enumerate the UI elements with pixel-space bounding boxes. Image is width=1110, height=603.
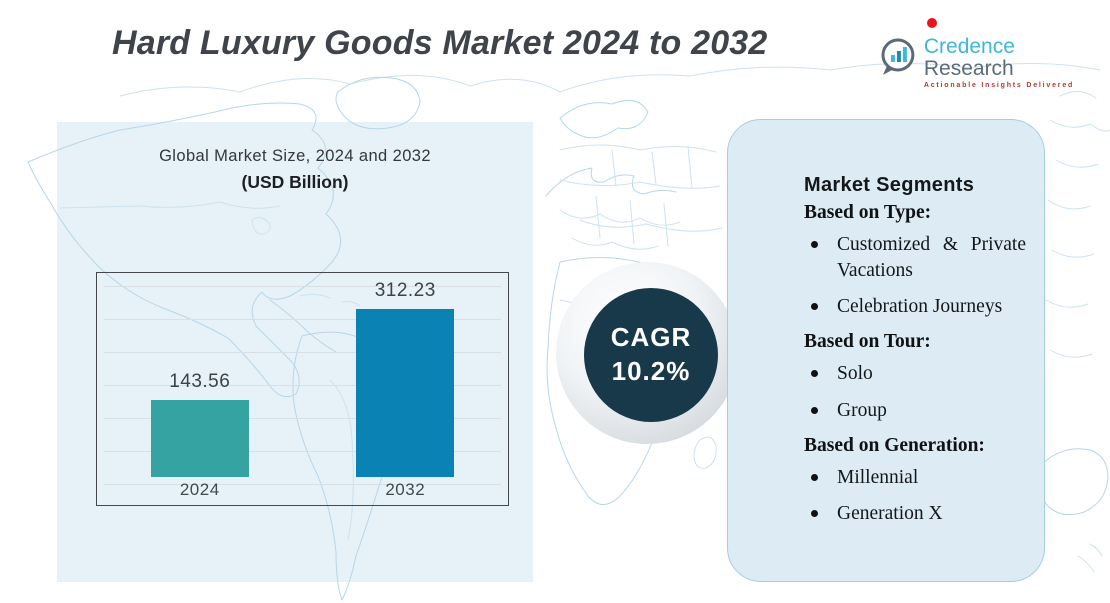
page-title: Hard Luxury Goods Market 2024 to 2032 xyxy=(112,24,768,62)
bullet-icon xyxy=(811,406,818,414)
segment-item-label: Group xyxy=(837,399,887,421)
cagr-badge: CAGR 10.2% xyxy=(584,288,718,422)
bar-chart-bubble-icon xyxy=(881,38,915,75)
segment-item: Generation X xyxy=(804,501,1026,527)
segment-item-label: Millennial xyxy=(837,466,919,488)
segment-list: Solo Group xyxy=(804,361,1026,423)
bullet-icon xyxy=(811,241,818,248)
brand-logo-text: Credence Research Actionable Insights De… xyxy=(923,36,1110,90)
segment-item: Customized & Private Vacations xyxy=(804,232,1026,283)
brand-name-secondary: Research xyxy=(923,57,1014,80)
segment-group-heading: Based on Generation: xyxy=(804,434,985,456)
chart-subtitle: (USD Billion) xyxy=(241,172,349,192)
bar-group-2024: 143.56 xyxy=(97,371,303,477)
segment-item-label: Customized & Private Vacations xyxy=(837,234,1026,281)
brand-tagline: Actionable Insights Delivered xyxy=(923,82,1075,89)
segment-group-heading: Based on Tour: xyxy=(804,331,931,353)
bullet-icon xyxy=(811,370,818,378)
bar-2024 xyxy=(150,400,249,477)
chart-x-axis-labels: 2024 2032 xyxy=(97,480,508,502)
brand-name: Credence Research xyxy=(924,36,1110,80)
segment-group-heading: Based on Type: xyxy=(804,202,932,223)
bullet-icon xyxy=(811,473,818,481)
segments-title: Market Segments xyxy=(804,174,975,196)
segment-item: Solo xyxy=(804,361,1026,387)
bullet-icon xyxy=(811,303,818,311)
chart-title: Global Market Size, 2024 and 2032 xyxy=(159,147,431,165)
brand-logo: Credence Research Actionable Insights De… xyxy=(878,36,1110,89)
bar-group-2032: 312.23 xyxy=(303,280,509,477)
bar-value-label: 143.56 xyxy=(169,371,231,392)
bar-2032 xyxy=(356,309,455,477)
segment-item: Millennial xyxy=(804,465,1026,491)
brand-name-primary: Credence xyxy=(923,35,1015,58)
bar-chart: 143.56 312.23 2024 2032 xyxy=(96,272,509,506)
x-axis-label-2032: 2032 xyxy=(385,480,426,499)
segment-item-label: Celebration Journeys xyxy=(837,296,1003,318)
bar-value-label: 312.23 xyxy=(374,280,436,301)
red-dot-marker xyxy=(927,18,937,28)
market-segments-panel: Market Segments Based on Type: Customize… xyxy=(727,119,1045,582)
segment-item: Group xyxy=(804,398,1026,424)
segment-item-label: Generation X xyxy=(837,503,943,525)
segment-item: Celebration Journeys xyxy=(804,294,1026,320)
segment-list: Customized & Private Vacations Celebrati… xyxy=(804,232,1026,320)
chart-bars: 143.56 312.23 xyxy=(97,277,508,477)
cagr-value: 10.2% xyxy=(611,356,691,386)
bullet-icon xyxy=(811,510,818,518)
x-axis-label-2024: 2024 xyxy=(179,480,220,499)
segment-item-label: Solo xyxy=(837,363,873,385)
cagr-label: CAGR xyxy=(610,322,692,353)
segment-list: Millennial Generation X xyxy=(804,465,1026,527)
